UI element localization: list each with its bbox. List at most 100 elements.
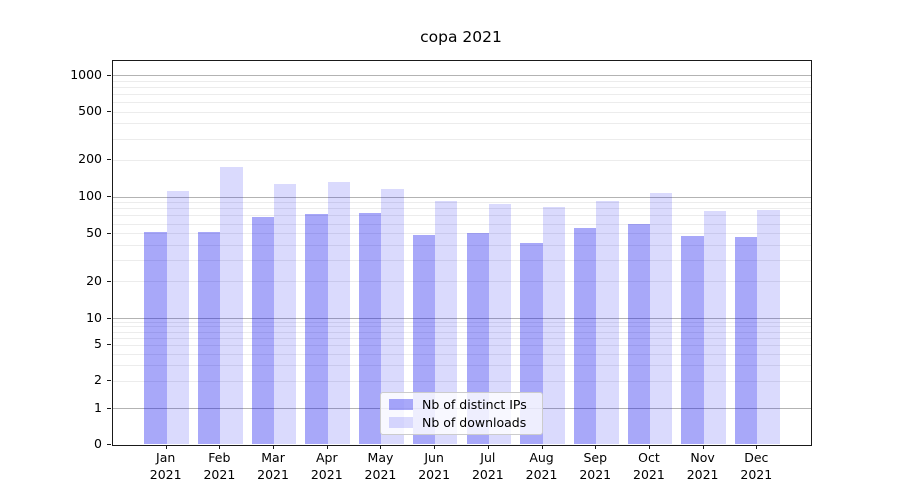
y-tick-label-2: 2: [94, 372, 102, 388]
gridline-40: [113, 244, 811, 246]
gridline-300: [113, 138, 811, 140]
gridline-200: [113, 159, 811, 161]
chart-title: copa 2021: [420, 28, 502, 46]
y-tick-label-100: 100: [78, 188, 102, 203]
x-tick-mark-apr-2021: [326, 444, 328, 449]
gridline-50: [113, 233, 811, 235]
y-tick-mark-10: [107, 317, 111, 319]
x-tick-label-oct-2021: Oct 2021: [633, 450, 665, 482]
x-tick-label-aug-2021: Aug 2021: [525, 450, 558, 482]
x-tick-mark-mar-2021: [273, 444, 275, 449]
x-tick-mark-jul-2021: [487, 444, 489, 449]
bar-downloads-oct-2021: [649, 193, 673, 445]
gridline-100: [113, 196, 811, 198]
x-tick-label-feb-2021: Feb 2021: [203, 450, 236, 482]
gridline-80: [113, 208, 811, 210]
x-tick-label-jan-2021: Jan 2021: [149, 450, 182, 482]
bar-distinct-ips-dec-2021: [735, 236, 758, 445]
gridline-2: [113, 380, 811, 382]
gridline-6: [113, 337, 811, 339]
y-tick-mark-5: [107, 344, 111, 346]
gridline-800: [113, 86, 811, 88]
legend-label-downloads: Nb of downloads: [422, 414, 527, 430]
gridline-5: [113, 344, 811, 346]
y-tick-mark-20: [107, 280, 111, 282]
y-tick-label-0: 0: [94, 435, 102, 451]
gridline-60: [113, 223, 811, 225]
legend-label-distinct-ips: Nb of distinct IPs: [422, 396, 527, 412]
bar-downloads-jun-2021: [435, 200, 458, 445]
gridline-3: [113, 364, 811, 366]
bar-downloads-aug-2021: [542, 206, 565, 445]
bar-downloads-may-2021: [381, 189, 404, 445]
gridline-500: [113, 111, 811, 113]
x-tick-label-apr-2021: Apr 2021: [310, 450, 343, 482]
bar-downloads-mar-2021: [274, 183, 297, 445]
gridline-10: [113, 318, 811, 319]
y-tick-label-50: 50: [86, 224, 102, 240]
bar-downloads-apr-2021: [327, 181, 351, 445]
bar-downloads-dec-2021: [757, 210, 780, 445]
gridline-9: [113, 321, 811, 323]
x-tick-label-nov-2021: Nov 2021: [686, 450, 719, 482]
x-tick-mark-feb-2021: [219, 444, 221, 449]
x-tick-mark-sep-2021: [595, 444, 597, 449]
gridline-1000: [113, 75, 811, 76]
x-tick-label-sep-2021: Sep 2021: [579, 450, 612, 482]
y-tick-mark-0: [107, 443, 111, 445]
y-tick-mark-500: [107, 111, 111, 113]
gridline-8: [113, 326, 811, 328]
bar-downloads-jan-2021: [166, 191, 189, 445]
x-tick-mark-oct-2021: [648, 444, 650, 449]
x-tick-label-may-2021: May 2021: [364, 450, 397, 482]
gridline-7: [113, 331, 811, 333]
y-tick-mark-50: [107, 232, 111, 234]
legend: Nb of distinct IPs Nb of downloads: [380, 392, 543, 435]
y-tick-label-200: 200: [78, 151, 102, 167]
legend-swatch-downloads-icon: [389, 417, 413, 428]
x-tick-mark-jun-2021: [434, 444, 436, 449]
gridline-20: [113, 281, 811, 283]
x-tick-mark-aug-2021: [541, 444, 543, 449]
plot-area: Nb of distinct IPs Nb of downloads: [112, 60, 812, 446]
y-tick-label-5: 5: [94, 336, 102, 352]
gridline-700: [113, 93, 811, 95]
bar-distinct-ips-feb-2021: [198, 231, 221, 445]
gridline-4: [113, 353, 811, 355]
legend-row-distinct-ips: Nb of distinct IPs: [389, 396, 542, 412]
x-tick-mark-jan-2021: [165, 444, 167, 449]
bar-distinct-ips-apr-2021: [305, 214, 328, 445]
legend-swatch-distinct-ips-icon: [389, 399, 413, 410]
bar-distinct-ips-nov-2021: [681, 235, 704, 445]
bar-distinct-ips-may-2021: [359, 212, 382, 445]
y-tick-label-1: 1: [94, 399, 102, 415]
bar-downloads-jul-2021: [488, 204, 512, 445]
y-tick-mark-2: [107, 380, 111, 382]
bar-distinct-ips-oct-2021: [627, 223, 650, 445]
bar-downloads-feb-2021: [220, 166, 243, 445]
bar-downloads-nov-2021: [703, 210, 726, 445]
x-tick-mark-may-2021: [380, 444, 382, 449]
x-tick-label-dec-2021: Dec 2021: [740, 450, 773, 482]
bar-distinct-ips-jan-2021: [144, 231, 167, 445]
y-tick-label-20: 20: [86, 272, 102, 288]
bar-distinct-ips-sep-2021: [573, 227, 597, 445]
x-tick-mark-dec-2021: [756, 444, 758, 449]
x-tick-mark-nov-2021: [702, 444, 704, 449]
gridline-600: [113, 102, 811, 103]
y-tick-label-10: 10: [86, 309, 102, 325]
gridline-400: [113, 123, 811, 125]
bar-distinct-ips-jul-2021: [466, 232, 489, 445]
gridline-900: [113, 80, 811, 82]
y-tick-label-500: 500: [78, 103, 102, 119]
y-tick-mark-1: [107, 407, 111, 409]
y-tick-label-1000: 1000: [70, 66, 102, 82]
gridline-90: [113, 202, 811, 204]
x-tick-label-mar-2021: Mar 2021: [257, 450, 289, 482]
y-tick-mark-100: [107, 196, 111, 197]
y-tick-mark-200: [107, 159, 111, 161]
legend-row-downloads: Nb of downloads: [389, 414, 542, 430]
x-tick-label-jun-2021: Jun 2021: [418, 450, 451, 482]
x-tick-label-jul-2021: Jul 2021: [471, 450, 504, 482]
